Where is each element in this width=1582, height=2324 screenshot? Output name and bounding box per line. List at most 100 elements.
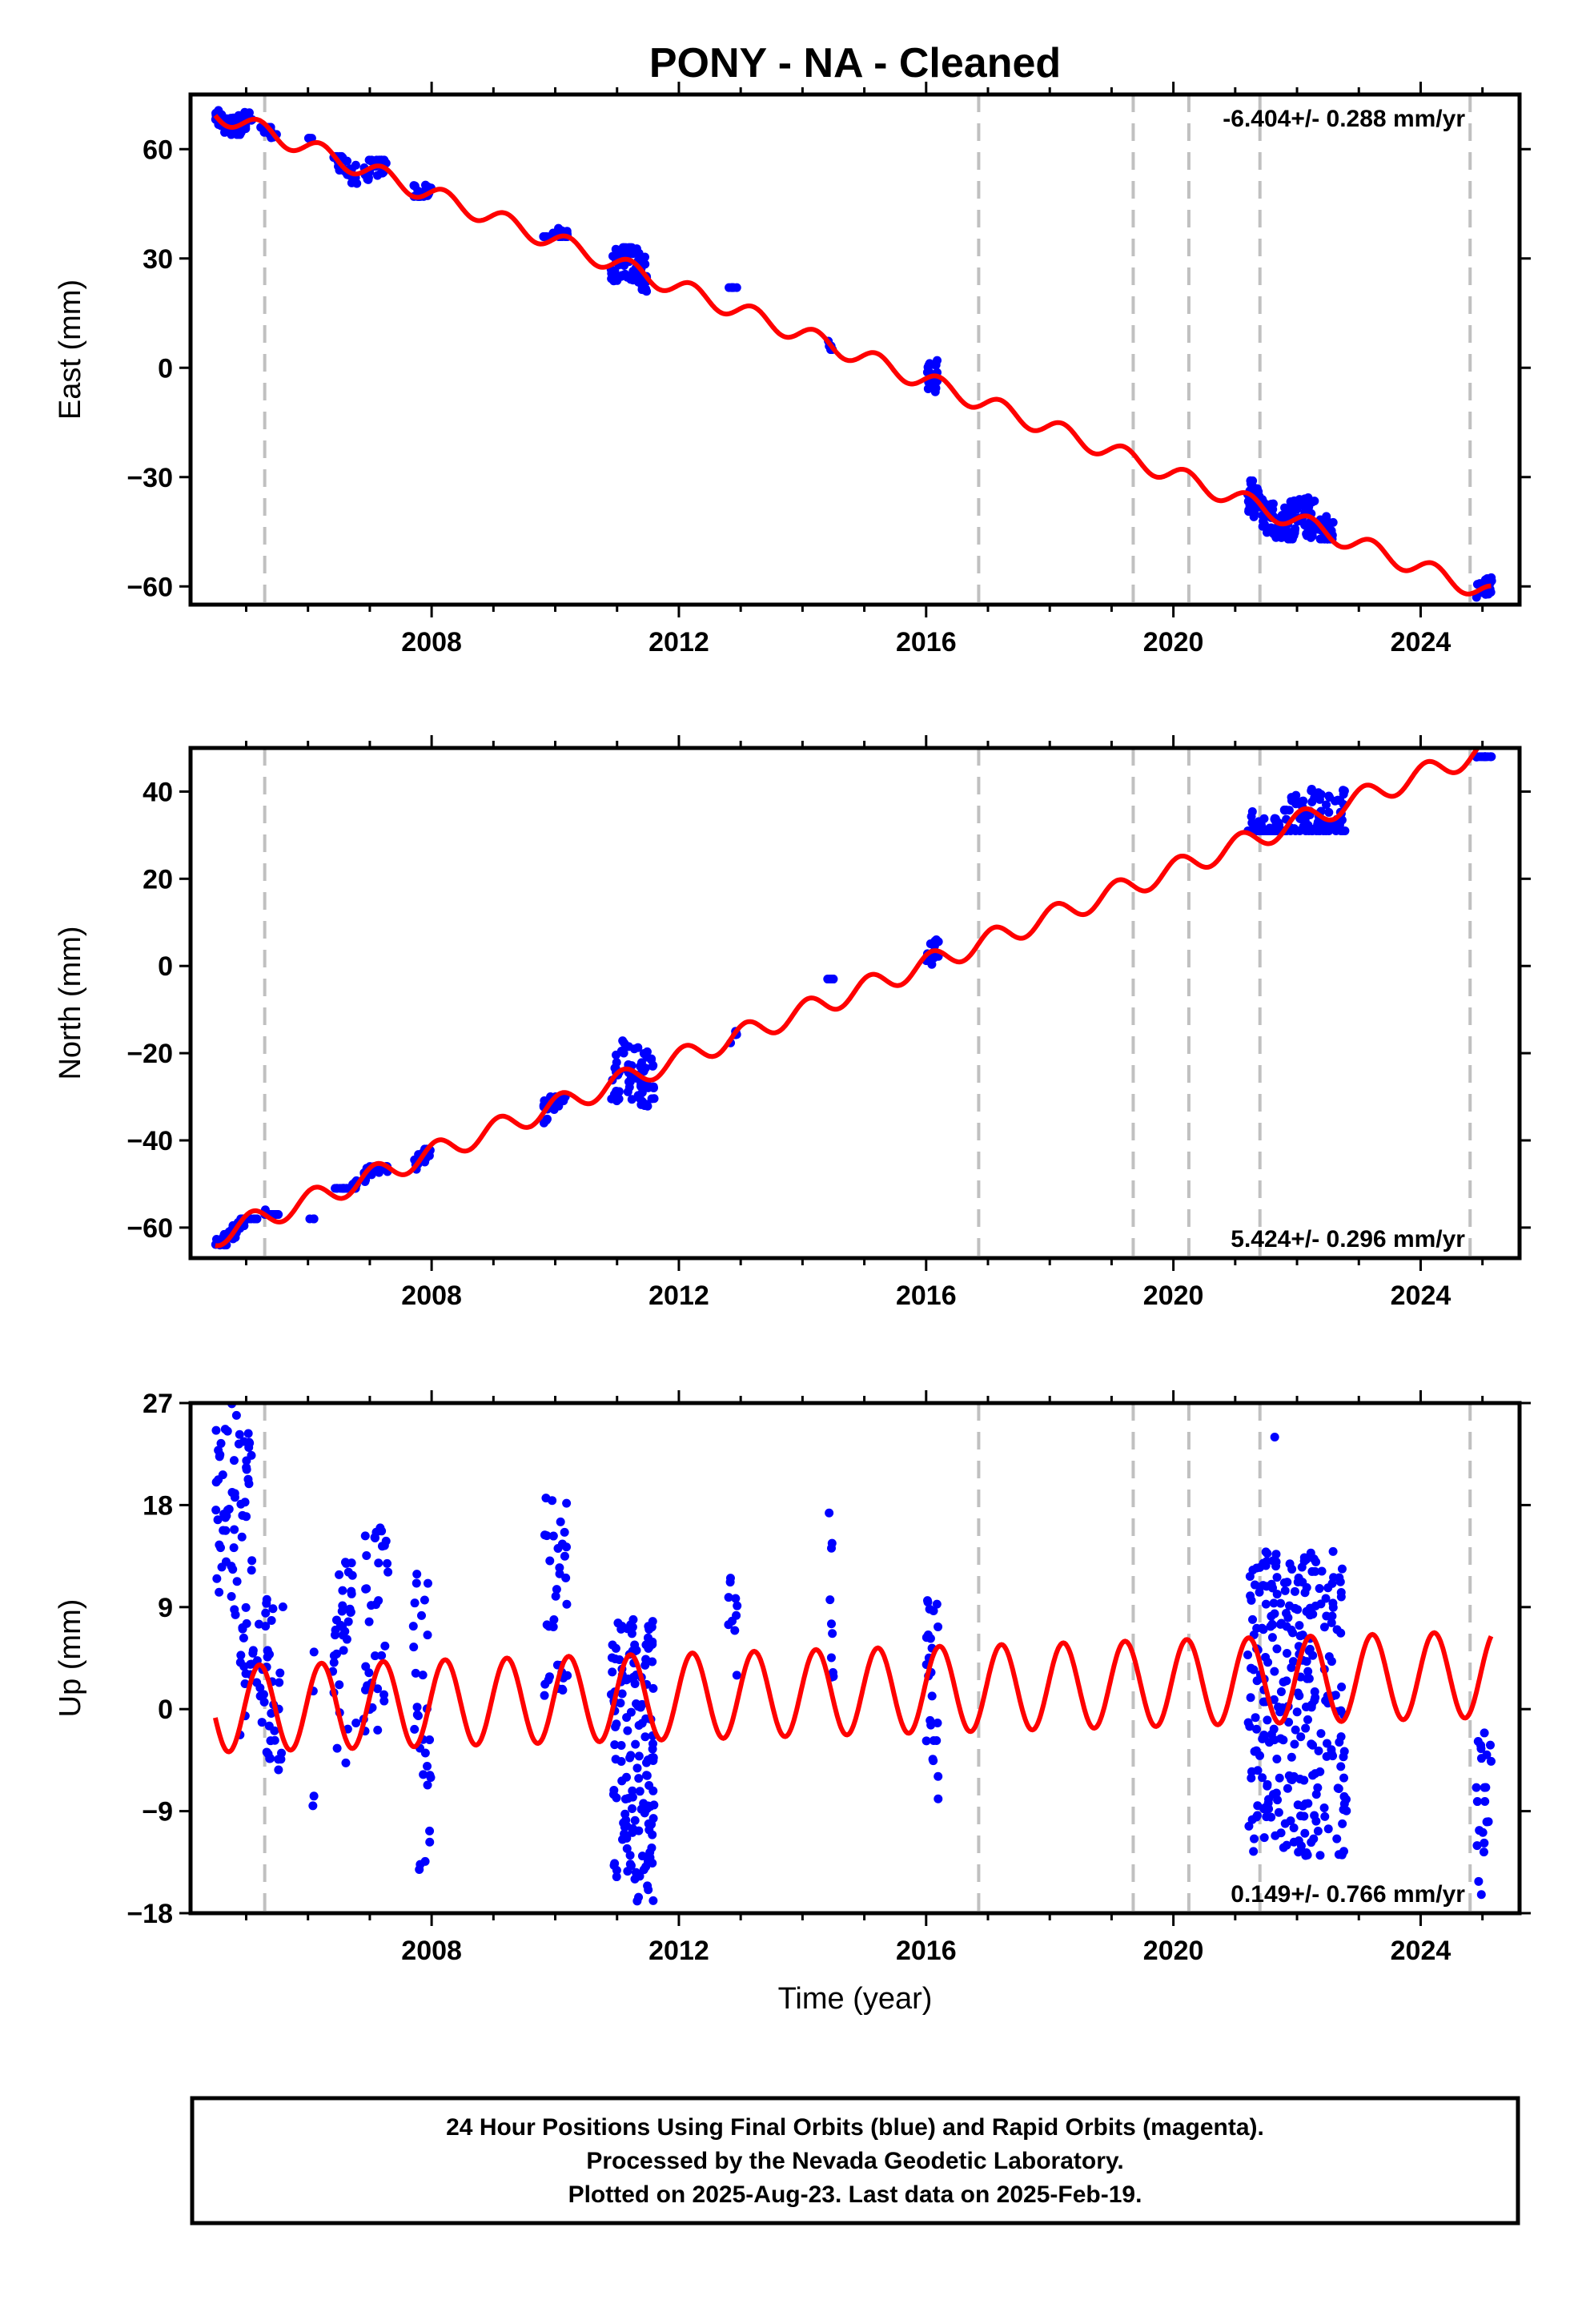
data-point xyxy=(1476,1890,1486,1900)
y-tick-label: −60 xyxy=(126,1213,173,1244)
data-point xyxy=(927,1691,937,1701)
data-point xyxy=(1282,1622,1291,1631)
data-point xyxy=(274,1765,283,1775)
data-point xyxy=(1480,1728,1489,1738)
data-point xyxy=(934,1771,943,1781)
data-point xyxy=(1323,1824,1333,1834)
data-point xyxy=(1296,1732,1306,1742)
model-curve xyxy=(215,748,1481,1248)
data-point xyxy=(241,1602,251,1612)
data-point xyxy=(1323,520,1333,529)
data-point xyxy=(373,1684,383,1694)
data-point xyxy=(1307,1739,1316,1749)
data-point xyxy=(1280,1819,1290,1828)
y-tick-label: −60 xyxy=(126,572,173,602)
data-point xyxy=(1282,1609,1291,1618)
data-point xyxy=(1295,814,1305,823)
data-point xyxy=(259,1690,268,1699)
data-point xyxy=(1287,1564,1297,1574)
data-point xyxy=(352,179,362,188)
data-point xyxy=(1271,1550,1281,1559)
data-point xyxy=(1267,1812,1276,1822)
data-point xyxy=(351,1718,361,1727)
data-point xyxy=(215,1540,224,1550)
x-tick-label: 2012 xyxy=(648,627,709,657)
footer-box: 24 Hour Positions Using Final Orbits (bl… xyxy=(190,2096,1520,2225)
data-point xyxy=(1292,1707,1302,1717)
data-point xyxy=(237,1532,247,1542)
data-point xyxy=(930,387,940,396)
data-point xyxy=(1246,1591,1255,1601)
data-point xyxy=(1472,1797,1482,1807)
data-point xyxy=(1481,1783,1491,1792)
data-point xyxy=(1333,1783,1343,1793)
data-point xyxy=(622,1844,632,1853)
data-point xyxy=(540,231,550,241)
data-point xyxy=(825,1508,834,1518)
data-point xyxy=(1271,814,1280,823)
data-point xyxy=(561,1573,571,1582)
data-point xyxy=(410,1724,420,1734)
data-point xyxy=(1484,1817,1493,1827)
data-point xyxy=(1341,1795,1351,1804)
data-point xyxy=(1254,487,1263,497)
data-point xyxy=(1307,784,1316,794)
data-point xyxy=(1267,1611,1276,1621)
data-point xyxy=(238,1623,247,1633)
data-point xyxy=(1472,1783,1481,1792)
data-point xyxy=(1276,1687,1286,1696)
data-point xyxy=(562,1498,572,1508)
data-point xyxy=(408,1622,418,1631)
data-point xyxy=(554,1101,564,1111)
data-point xyxy=(267,1616,276,1626)
data-point xyxy=(409,1642,419,1652)
data-point xyxy=(1302,1554,1311,1564)
data-point xyxy=(1247,1773,1256,1783)
data-point xyxy=(1269,1695,1279,1704)
data-point xyxy=(1274,1807,1283,1817)
data-point xyxy=(648,1744,657,1754)
x-axis-label: Time (year) xyxy=(778,1982,933,2016)
data-point xyxy=(1270,1667,1279,1676)
data-point xyxy=(370,1533,379,1542)
data-point xyxy=(922,1596,932,1606)
data-point xyxy=(1324,807,1334,817)
data-point xyxy=(639,1865,648,1875)
data-point xyxy=(1332,1834,1342,1844)
data-point xyxy=(643,1881,652,1891)
data-point xyxy=(648,1786,658,1795)
data-point xyxy=(622,1833,632,1843)
y-tick-label: 0 xyxy=(158,951,173,982)
data-point xyxy=(612,1058,621,1068)
data-point xyxy=(643,1755,652,1765)
data-point xyxy=(425,1826,435,1835)
data-point xyxy=(930,380,940,390)
data-point xyxy=(626,1620,636,1630)
data-point xyxy=(239,1633,248,1642)
data-point xyxy=(560,1551,569,1561)
plot-frame xyxy=(188,92,1522,607)
data-point xyxy=(331,1184,340,1193)
data-point xyxy=(309,1791,319,1801)
data-point xyxy=(1272,1573,1282,1582)
data-point xyxy=(628,245,637,255)
data-point xyxy=(1309,1834,1319,1844)
data-point xyxy=(248,1648,258,1658)
data-point xyxy=(364,1617,374,1626)
data-point xyxy=(926,1715,935,1725)
x-tick-label: 2020 xyxy=(1143,1936,1204,1966)
data-point xyxy=(262,1747,271,1757)
data-point xyxy=(1269,529,1279,539)
data-point xyxy=(1310,1687,1319,1697)
data-point xyxy=(1245,1722,1255,1731)
x-tick-label: 2024 xyxy=(1391,627,1452,657)
data-point xyxy=(329,1658,339,1667)
data-point xyxy=(363,175,373,184)
data-point xyxy=(1248,1614,1258,1624)
data-point xyxy=(420,1748,430,1758)
data-point xyxy=(933,1719,942,1728)
data-point xyxy=(1277,533,1287,542)
data-point xyxy=(305,1214,315,1224)
data-point xyxy=(215,1587,224,1597)
data-point xyxy=(360,1685,370,1695)
